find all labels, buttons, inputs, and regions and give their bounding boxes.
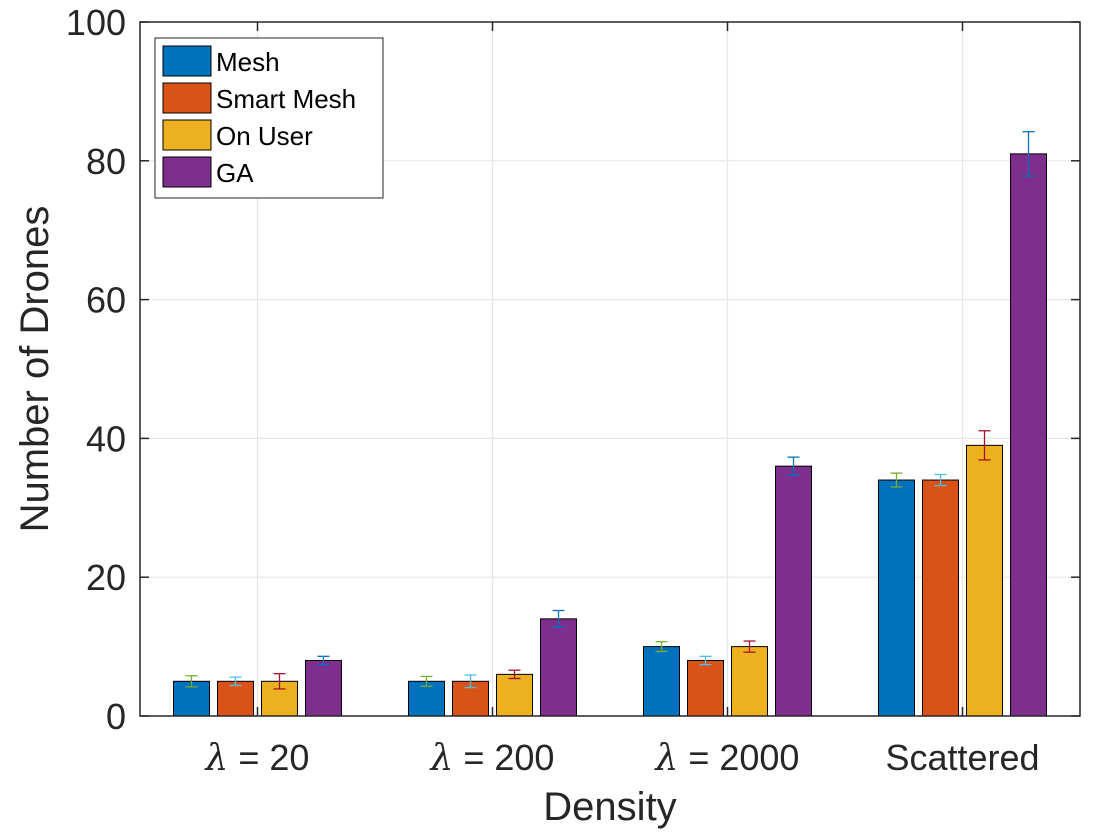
y-tick-label: 80 <box>86 141 126 182</box>
error-bar <box>699 655 712 666</box>
bar-smart-mesh <box>687 659 724 717</box>
error-bars <box>185 131 1035 690</box>
category-text: = 2000 <box>678 737 799 778</box>
error-bar <box>185 675 198 688</box>
error-bar <box>787 456 800 476</box>
bar-mesh <box>643 646 680 717</box>
lambda-symbol: λ <box>654 738 679 779</box>
error-bar <box>743 640 756 653</box>
bar-ga <box>305 659 342 717</box>
error-bar <box>934 473 947 487</box>
error-bar <box>420 675 433 687</box>
error-bar <box>890 472 903 488</box>
x-category-label: λ = 20 <box>204 737 310 779</box>
bar-ga <box>540 618 577 717</box>
legend-swatch <box>162 45 212 77</box>
category-text: = 20 <box>228 737 309 778</box>
bar-smart-mesh <box>922 479 959 717</box>
y-tick-label: 60 <box>86 280 126 321</box>
y-tick-label: 20 <box>86 557 126 598</box>
y-tick-label: 0 <box>106 696 126 737</box>
x-category-label: λ = 2000 <box>654 737 800 779</box>
axis-ticks <box>140 21 1080 717</box>
x-category-label: λ = 200 <box>429 737 555 779</box>
category-text: Scattered <box>885 737 1039 778</box>
y-axis-title: Number of Drones <box>13 206 57 533</box>
legend-label: GA <box>216 158 254 188</box>
category-text: = 200 <box>453 737 554 778</box>
legend-items: Mesh Smart Mesh On User GA <box>162 45 356 188</box>
bar-on-user <box>496 673 533 717</box>
error-bar <box>273 673 286 690</box>
lambda-symbol: λ <box>204 738 229 779</box>
x-category-label: Scattered <box>885 737 1039 778</box>
legend-label: Smart Mesh <box>216 84 356 114</box>
bar-mesh <box>878 479 915 717</box>
bars <box>173 153 1047 717</box>
lambda-symbol: λ <box>429 738 454 779</box>
legend-swatch <box>162 119 212 151</box>
error-bar <box>317 655 330 666</box>
error-bar <box>229 676 242 687</box>
bar-on-user <box>966 444 1003 717</box>
bar-smart-mesh <box>217 680 254 717</box>
error-bar <box>978 430 991 461</box>
bar-ga <box>1010 153 1047 717</box>
y-tick-label: 40 <box>86 418 126 459</box>
legend-label: Mesh <box>216 47 280 77</box>
legend-label: On User <box>216 121 313 151</box>
error-bar <box>1022 131 1035 177</box>
axes-box <box>139 21 1081 717</box>
error-bar <box>464 674 477 689</box>
error-bar <box>552 609 565 628</box>
error-bar <box>508 669 521 680</box>
error-bar <box>655 641 668 653</box>
legend-swatch <box>162 156 212 188</box>
legend-swatch <box>162 82 212 114</box>
bar-on-user <box>731 646 768 717</box>
x-axis-title: Density <box>543 785 676 829</box>
y-tick-label: 100 <box>66 2 126 43</box>
legend: Mesh Smart Mesh On User GA <box>154 37 384 199</box>
bar-ga <box>775 465 812 717</box>
